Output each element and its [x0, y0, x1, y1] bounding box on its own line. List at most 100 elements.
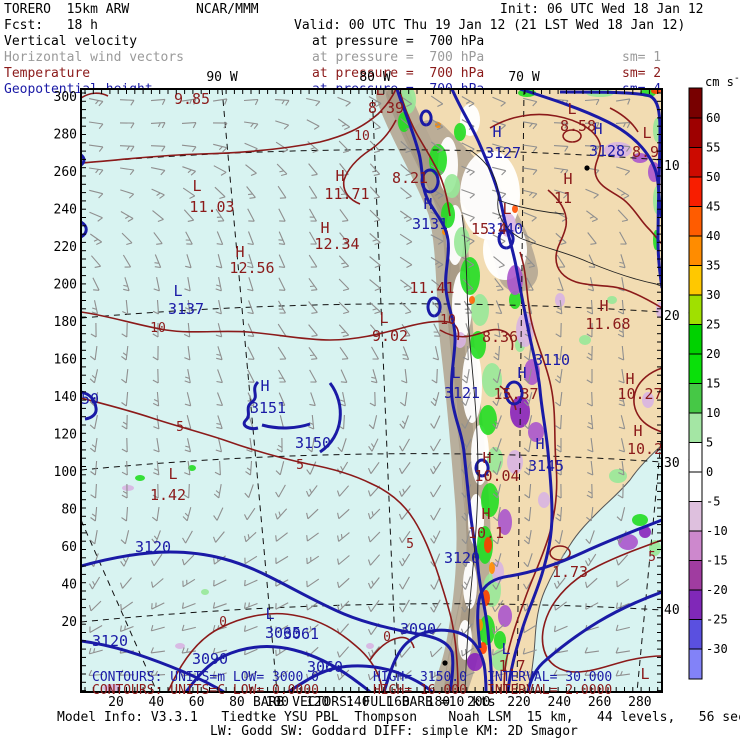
wind-barb: [89, 369, 99, 384]
wind-barb: [430, 118, 444, 131]
wind-barb: [122, 254, 132, 268]
colorbar-tick-label: 40: [706, 229, 720, 243]
wind-barb: [399, 576, 410, 590]
colorbar-segment: [689, 590, 702, 620]
shading-blob: [607, 296, 617, 304]
shading-blob: [366, 643, 374, 649]
wind-barb: [586, 391, 593, 407]
wind-barb: [492, 506, 501, 522]
wind-barb: [213, 98, 228, 105]
colorbar-tick-label: 25: [706, 318, 720, 332]
wind-barb: [553, 145, 569, 152]
field-row-temperature: Temperature at pressure = 700 hPa sm= 2: [0, 66, 740, 82]
wind-barb: [216, 346, 223, 361]
wind-barb: [337, 438, 347, 453]
wind-barb: [153, 461, 160, 476]
map-label: H: [335, 167, 344, 185]
wind-barb: [369, 256, 381, 269]
wind-barb: [430, 484, 442, 498]
map-label: 3131: [412, 215, 448, 233]
wind-barb: [586, 299, 594, 315]
wind-barb: [339, 185, 349, 199]
y-axis-label: 120: [54, 428, 77, 443]
temperature-contour-line: [81, 92, 109, 99]
wind-barb: [308, 346, 318, 360]
wind-barb: [615, 624, 630, 632]
map-label: 11.68: [585, 315, 630, 333]
wind-barb: [150, 624, 165, 632]
map-label: 3110: [534, 351, 570, 369]
map-label: H: [423, 195, 432, 213]
wind-barb: [495, 300, 503, 315]
shading-blob: [454, 123, 466, 141]
wind-barb: [89, 211, 103, 222]
wind-barb: [399, 599, 410, 613]
wind-barb: [338, 140, 350, 154]
wind-barb: [243, 602, 258, 610]
map-label: 3128: [589, 142, 625, 160]
wind-barb: [243, 625, 258, 633]
wind-barb: [337, 118, 351, 130]
height-contour-line: [287, 664, 434, 692]
wind-barb: [212, 671, 227, 678]
wind-barb: [151, 578, 164, 588]
field-label: Vertical velocity: [4, 34, 138, 49]
x-axis-label: 120: [306, 695, 329, 710]
map-label: 3120: [444, 549, 480, 567]
wind-barb: [184, 346, 191, 361]
wind-barb: [275, 625, 289, 633]
x-axis-label: 20: [108, 695, 124, 710]
wind-barb: [243, 98, 259, 106]
temperature-contour-line: [369, 636, 415, 661]
wind-barb: [88, 669, 104, 677]
wind-barb: [247, 208, 255, 222]
wind-barb: [306, 508, 319, 520]
wind-barb: [120, 189, 135, 199]
wind-barb: [90, 460, 98, 476]
shading-blob: [484, 537, 492, 553]
wind-barb: [585, 602, 599, 610]
wind-barb: [88, 647, 103, 655]
map-label: H: [492, 123, 501, 141]
map-label: H: [320, 219, 329, 237]
map-label: 11: [554, 189, 572, 207]
y-axis-label: 260: [54, 165, 77, 180]
map-label: 3120: [135, 538, 171, 556]
wind-barb: [554, 167, 569, 176]
map-label: H: [235, 243, 244, 261]
wind-barb: [119, 145, 135, 152]
wind-barb: [121, 437, 128, 453]
wind-barb: [369, 301, 381, 315]
wind-barb: [587, 414, 594, 430]
wind-barb: [275, 555, 289, 565]
wind-barb: [616, 578, 630, 588]
wind-barb: [89, 167, 104, 176]
shading-blob: [498, 605, 512, 627]
wind-barb: [618, 461, 625, 476]
wind-barb: [184, 461, 191, 476]
wind-barb: [212, 647, 227, 655]
wind-barb: [121, 345, 129, 361]
wind-barb: [400, 140, 412, 154]
y-axis-label: 220: [54, 240, 77, 255]
country-border-line: [497, 199, 565, 215]
wind-barb: [121, 369, 129, 384]
wind-barb: [275, 484, 286, 498]
wind-barb: [120, 601, 134, 611]
wind-barb: [213, 507, 224, 521]
wind-barb: [399, 530, 411, 544]
wind-barb: [460, 671, 475, 679]
x-axis-label: 100: [265, 695, 288, 710]
wind-barb: [367, 531, 381, 543]
wind-barb: [212, 122, 228, 129]
shading-blob: [489, 562, 495, 574]
city-dot: [442, 660, 448, 666]
wind-barb: [274, 99, 290, 106]
wind-barb: [184, 438, 192, 453]
wind-barb: [430, 141, 444, 153]
wind-barb: [586, 322, 593, 338]
wind-barb: [430, 599, 441, 613]
shading-blob: [460, 257, 480, 295]
map-label: 1.7: [498, 657, 525, 675]
wind-barb: [462, 278, 474, 292]
